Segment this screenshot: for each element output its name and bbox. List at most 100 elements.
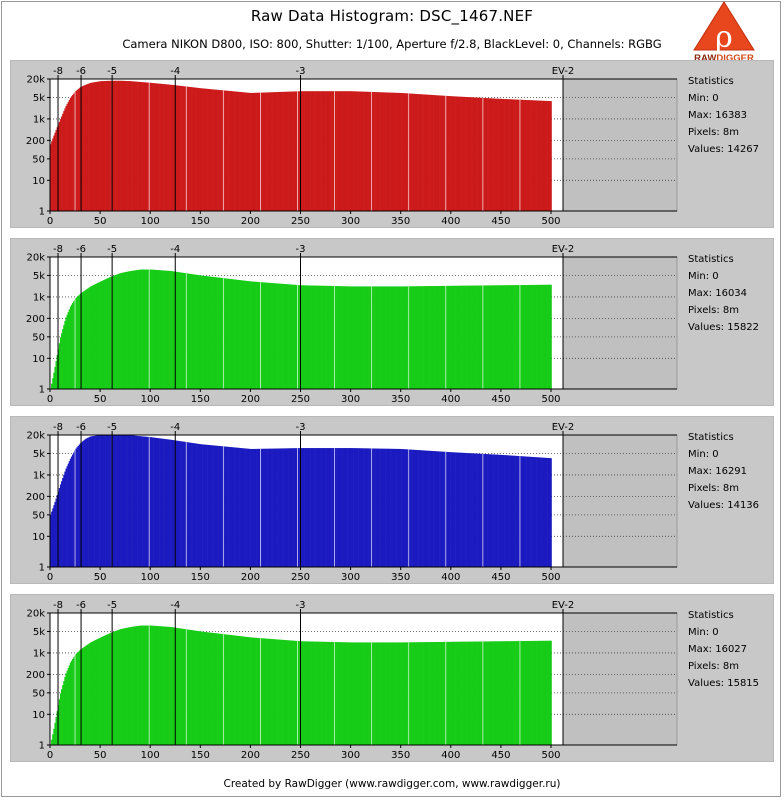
histogram-bar	[380, 642, 383, 745]
histogram-bar	[95, 283, 97, 389]
histogram-bar	[177, 85, 180, 211]
histogram-bar	[475, 285, 477, 389]
histogram-bar	[400, 286, 402, 389]
histogram-bar	[72, 454, 74, 567]
histogram-bar	[321, 285, 323, 389]
histogram-bar	[386, 448, 388, 567]
histogram-bar	[107, 80, 109, 211]
histogram-bar	[117, 435, 119, 567]
histogram-bar	[307, 448, 310, 567]
histogram-bar	[69, 458, 72, 567]
statistics-box-r: Statistics Min: 0 Max: 16383 Pixels: 8m …	[688, 73, 772, 158]
histogram-bar	[189, 273, 192, 389]
histogram-bar	[404, 93, 407, 211]
histogram-bar	[380, 92, 383, 211]
histogram-bar	[248, 92, 250, 211]
histogram-bar	[260, 92, 262, 211]
histogram-bar	[443, 451, 445, 567]
histogram-bar	[306, 91, 309, 211]
histogram-bar	[400, 642, 402, 745]
x-tick-label: 300	[341, 216, 360, 227]
histogram-bar	[456, 452, 459, 567]
histogram-bar	[120, 435, 122, 567]
histogram-bar	[272, 92, 275, 211]
histogram-bar	[426, 450, 429, 567]
histogram-bar	[328, 91, 331, 211]
x-tick-label: 150	[191, 394, 210, 405]
histogram-bar	[108, 435, 110, 567]
histogram-bar	[311, 641, 313, 745]
histogram-bar	[468, 97, 471, 211]
histogram-bar	[177, 440, 180, 567]
histogram-bar	[444, 95, 446, 211]
histogram-bar	[385, 286, 387, 389]
histogram-bar	[471, 285, 473, 389]
histogram-bar	[215, 277, 217, 389]
histogram-bar	[425, 286, 428, 389]
ev-tick-label: -5	[107, 600, 117, 611]
histogram-bar	[528, 100, 530, 211]
histogram-bar	[506, 285, 508, 389]
histogram-bar	[109, 277, 111, 389]
histogram-bar	[283, 639, 286, 745]
histogram-panel-g: -8 -6 -5 -4 -3 EV-2 20k 5k 1k 200 50 10 1 0 50 100 150 20…	[10, 238, 774, 406]
histogram-bar	[162, 270, 164, 389]
histogram-bar	[387, 448, 389, 567]
histogram-bar	[183, 441, 185, 567]
histogram-bar	[216, 633, 218, 745]
histogram-bar	[213, 277, 215, 389]
histogram-bar	[385, 92, 387, 211]
histogram-bar	[115, 435, 117, 567]
histogram-bar	[500, 454, 503, 567]
histogram-bar	[81, 441, 84, 567]
histogram-bar	[499, 285, 502, 389]
histogram-bar	[473, 97, 475, 211]
histogram-bar	[194, 274, 196, 389]
y-tick-label: 50	[32, 510, 45, 521]
histogram-bar	[97, 435, 99, 567]
histogram-bar	[100, 637, 103, 745]
histogram-bar	[454, 641, 456, 745]
histogram-bar	[435, 286, 438, 389]
histogram-bar	[153, 269, 156, 389]
histogram-bar	[77, 651, 79, 745]
histogram-bar	[428, 286, 430, 389]
histogram-bar	[374, 92, 376, 211]
histogram-bar	[461, 641, 463, 745]
histogram-bar	[532, 284, 535, 389]
histogram-bar	[104, 279, 106, 389]
histogram-bar	[479, 453, 482, 567]
histogram-bar	[377, 448, 379, 567]
histogram-bar	[199, 275, 202, 389]
histogram-bar	[146, 436, 149, 567]
histogram-bar	[235, 447, 237, 567]
histogram-bar	[115, 275, 117, 389]
histogram-bar	[272, 448, 275, 567]
histogram-bar	[471, 641, 473, 745]
histogram-bar	[229, 447, 232, 567]
histogram-bar	[312, 448, 314, 567]
histogram-bar	[313, 448, 315, 567]
histogram-bar	[328, 285, 331, 389]
histogram-bar	[98, 282, 100, 389]
histogram-bar	[445, 95, 448, 211]
histogram-bar	[153, 437, 156, 567]
histogram-bar	[131, 435, 133, 567]
histogram-bar	[285, 91, 288, 211]
histogram-bar	[365, 91, 367, 211]
histogram-bar	[539, 284, 541, 389]
histogram-bar	[423, 642, 426, 745]
histogram-bar	[221, 278, 224, 389]
histogram-bar	[380, 286, 383, 389]
histogram-bar	[120, 80, 122, 211]
histogram-bar	[164, 84, 167, 211]
histogram-bar	[195, 443, 197, 567]
histogram-bar	[391, 92, 394, 211]
x-tick-label: 200	[241, 750, 260, 761]
histogram-bar	[285, 284, 288, 389]
histogram-bar	[177, 628, 180, 745]
histogram-bar	[192, 87, 194, 211]
histogram-bar	[372, 448, 375, 567]
histogram-bar	[466, 285, 469, 389]
histogram-bar	[484, 285, 486, 389]
